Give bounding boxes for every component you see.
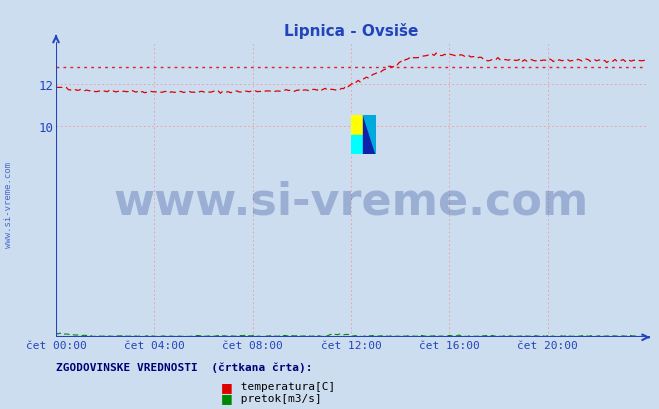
Text: www.si-vreme.com: www.si-vreme.com [113,180,588,223]
Text: ■: ■ [221,380,233,393]
Text: pretok[m3/s]: pretok[m3/s] [234,393,322,402]
Bar [351,116,364,135]
Bar [351,135,364,155]
Polygon shape [364,116,376,155]
Title: Lipnica - Ovsiše: Lipnica - Ovsiše [284,23,418,39]
Text: www.si-vreme.com: www.si-vreme.com [4,162,13,247]
Text: ZGODOVINSKE VREDNOSTI  (črtkana črta):: ZGODOVINSKE VREDNOSTI (črtkana črta): [56,362,312,372]
Bar [364,116,376,155]
Text: ■: ■ [221,391,233,404]
Text: temperatura[C]: temperatura[C] [234,382,335,391]
